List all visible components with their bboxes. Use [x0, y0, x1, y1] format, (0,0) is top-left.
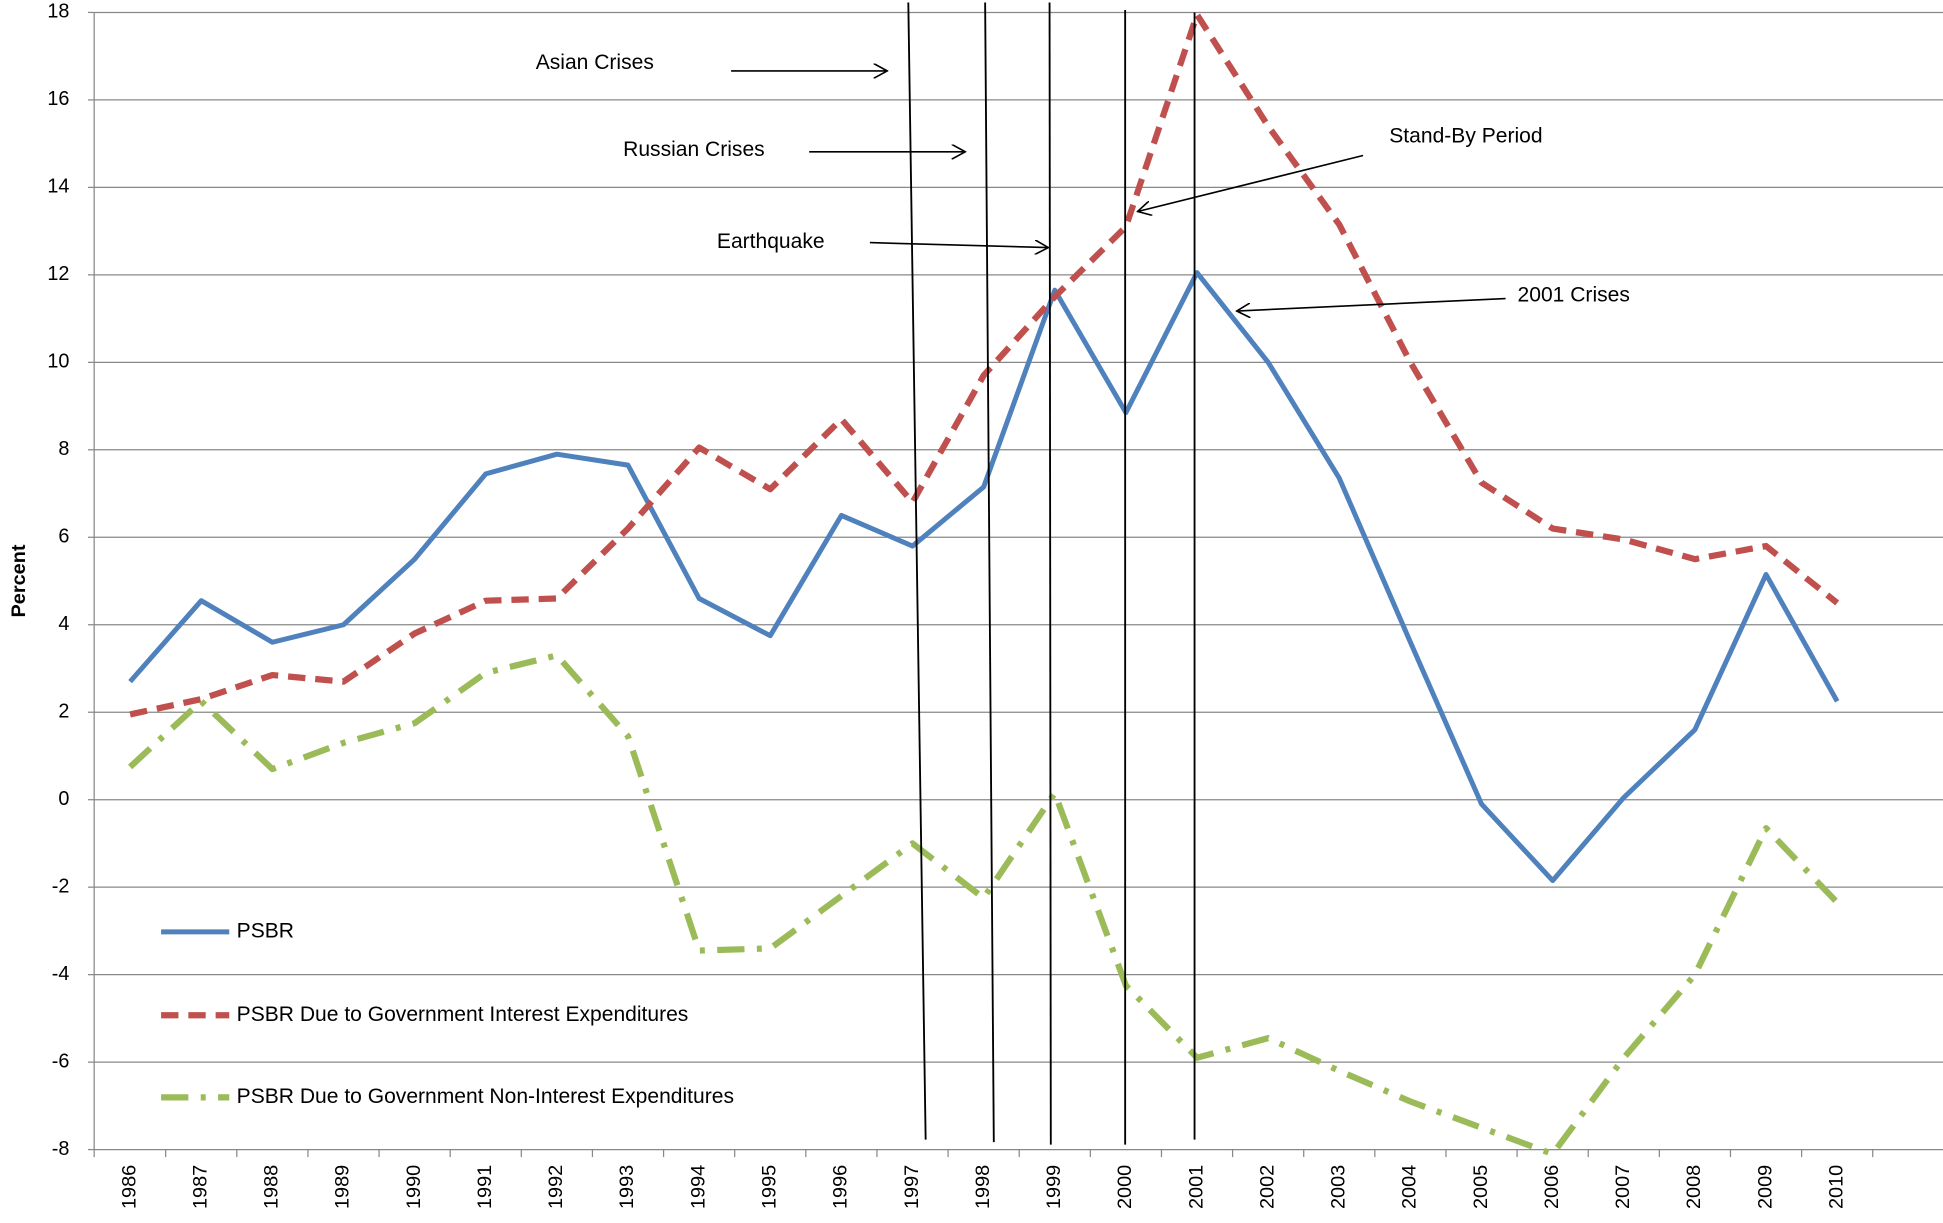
x-tick-label: 1988 — [261, 1165, 283, 1209]
x-tick-label: 2002 — [1256, 1165, 1278, 1209]
event-line — [1048, 2, 1052, 1145]
x-tick-label: 2003 — [1328, 1165, 1350, 1209]
series-line — [128, 270, 1840, 884]
y-tick-label: -4 — [52, 963, 70, 985]
x-tick-label: 2006 — [1541, 1165, 1563, 1209]
x-tick-label: 2000 — [1114, 1165, 1136, 1209]
annotation: Stand-By Period — [1389, 124, 1542, 147]
x-tick-label: 1997 — [901, 1165, 923, 1209]
annotation: Russian Crises — [623, 138, 765, 161]
x-tick-label: 1999 — [1043, 1165, 1065, 1209]
legend-label: PSBR Due to Government Interest Expendit… — [237, 1003, 689, 1026]
y-axis-label: Percent — [8, 544, 30, 617]
series-line — [129, 11, 1840, 718]
event-lines — [907, 2, 1196, 1145]
x-tick-label: 1986 — [118, 1165, 140, 1209]
x-tick-label: 1992 — [545, 1165, 567, 1209]
x-tick-label: 1994 — [687, 1165, 709, 1209]
x-tick-label: 1993 — [616, 1165, 638, 1209]
x-tick-label: 2009 — [1754, 1165, 1776, 1209]
y-tick-label: 14 — [47, 176, 69, 198]
arrow — [1138, 154, 1364, 212]
y-tick-label: 4 — [58, 613, 69, 635]
y-tick-label: -8 — [52, 1138, 70, 1160]
y-tick-label: 16 — [47, 88, 69, 110]
x-tick-label: 1987 — [190, 1165, 212, 1209]
arrow — [869, 243, 1048, 248]
event-line — [907, 2, 927, 1140]
y-tick-label: -6 — [52, 1050, 70, 1072]
x-tick-label: 1995 — [759, 1165, 781, 1209]
arrow — [1237, 297, 1506, 311]
grid — [94, 11, 1943, 1151]
y-tick-label: 2 — [58, 700, 69, 722]
x-tick-label: 1990 — [403, 1165, 425, 1209]
y-tick-label: -2 — [52, 875, 70, 897]
series — [128, 11, 1840, 1158]
annotation: Earthquake — [717, 230, 825, 253]
y-tick-label: 8 — [58, 438, 69, 460]
legend-label: PSBR Due to Government Non-Interest Expe… — [237, 1085, 734, 1108]
x-tick-label: 1998 — [972, 1165, 994, 1209]
x-tick-label: 2008 — [1683, 1165, 1705, 1209]
y-tick-label: 10 — [47, 351, 69, 373]
series-line — [128, 652, 1840, 1158]
x-tick-label: 2001 — [1185, 1165, 1207, 1209]
annotation: 2001 Crises — [1518, 284, 1630, 307]
x-tick-label: 1991 — [474, 1165, 496, 1209]
annotations: Asian Crises Russian Crises Earthquake S… — [536, 51, 1630, 311]
x-tick-label: 2005 — [1470, 1165, 1492, 1209]
x-tick-label: 2010 — [1825, 1165, 1847, 1209]
axes: -8 -6 -4 -2 0 2 4 6 8 10 12 14 16 18 1986 1987 1988 1989 1… — [47, 1, 1874, 1209]
y-tick-label: 6 — [58, 526, 69, 548]
x-tick-label: 2007 — [1612, 1165, 1634, 1209]
y-tick-label: 0 — [58, 788, 69, 810]
legend-label: PSBR — [237, 919, 294, 942]
event-line — [984, 2, 995, 1143]
x-tick-label: 1996 — [830, 1165, 852, 1209]
annotation: Asian Crises — [536, 51, 654, 74]
legend: PSBR PSBR Due to Government Interest Expe… — [161, 919, 734, 1108]
x-tick-label: 1989 — [332, 1165, 354, 1209]
y-tick-label: 12 — [47, 263, 69, 285]
y-tick-label: 18 — [47, 1, 69, 23]
x-tick-label: 2004 — [1399, 1165, 1421, 1209]
